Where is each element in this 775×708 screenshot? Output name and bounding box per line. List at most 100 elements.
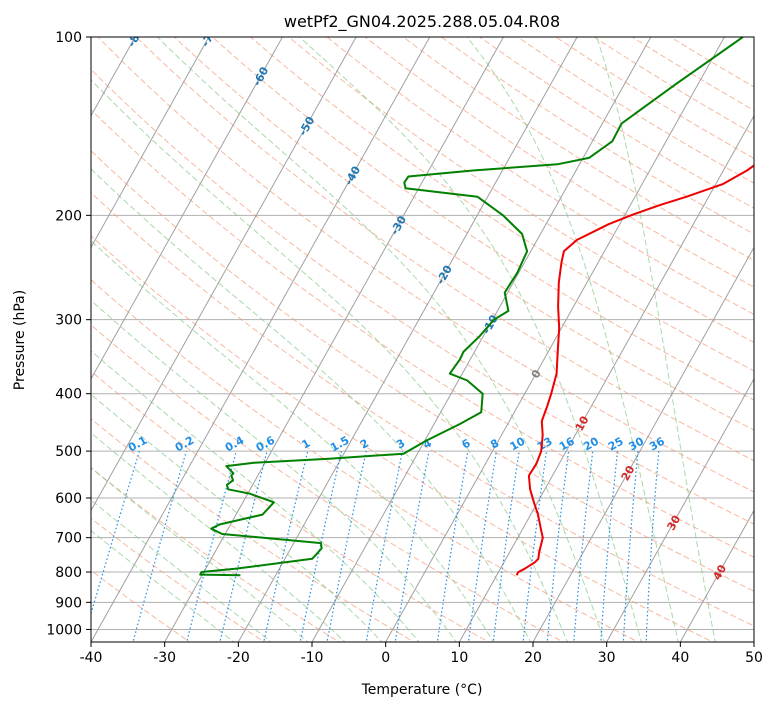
mixing-ratio-line [492, 451, 520, 642]
isotherm [91, 37, 431, 642]
isotherm [458, 114, 754, 642]
mixing-ratio-label: 6 [460, 436, 473, 451]
isotherm [679, 509, 754, 642]
moist-adiabat [91, 79, 569, 642]
dry-adiabat [555, 37, 754, 160]
dry-adiabat [91, 467, 341, 642]
mixing-ratio-line [394, 450, 430, 642]
isotherm-label: -40 [342, 164, 363, 188]
isotherm [753, 640, 754, 642]
x-tick-label: 30 [598, 650, 616, 666]
isotherm-label: 10 [573, 413, 592, 433]
y-tick-label: 400 [55, 387, 82, 403]
mixing-ratio-line [365, 450, 403, 642]
x-tick-label: 40 [671, 650, 689, 666]
dry-adiabat [91, 569, 191, 642]
dry-adiabat [517, 37, 754, 184]
dry-adiabat [212, 37, 754, 401]
x-axis-ticks: -40 -30 -20 -10 0 10 20 30 40 50 [80, 642, 763, 666]
y-tick-label: 600 [55, 491, 82, 507]
dry-adiabat [670, 37, 754, 88]
isotherm [91, 37, 357, 512]
dry-adiabat [91, 150, 754, 592]
isotherm [311, 37, 652, 642]
isotherm [532, 246, 754, 642]
dry-adiabat [91, 235, 714, 642]
moist-adiabat [91, 168, 531, 642]
y-tick-label: 800 [55, 565, 82, 581]
x-tick-label: 10 [450, 650, 468, 666]
dry-adiabat [91, 370, 490, 642]
dry-adiabat [593, 37, 754, 135]
plot-area: -100-90-80-70-60-50-40-30-20-10010203040… [0, 10, 754, 654]
isotherms [0, 10, 754, 654]
moist-adiabat [91, 432, 346, 642]
mixing-ratio-line [263, 450, 309, 642]
x-tick-label: -30 [153, 650, 176, 666]
dry-adiabat [250, 37, 754, 372]
dry-adiabat [91, 108, 754, 558]
y-tick-label: 900 [55, 595, 82, 611]
mixing-ratio-line [132, 450, 187, 642]
isotherm [237, 37, 578, 642]
dry-adiabat [91, 279, 640, 642]
moist-adiabat [596, 37, 716, 642]
x-tick-label: -20 [227, 650, 250, 666]
moist-adiabats [91, 37, 716, 642]
isotherm-label: 40 [710, 562, 729, 582]
y-tick-label: 300 [55, 313, 82, 329]
y-tick-label: 100 [55, 30, 82, 46]
moist-adiabat [466, 37, 679, 642]
isotherm-label: -100 [0, 22, 1, 53]
plot-frame [90, 36, 755, 643]
y-tick-label: 700 [55, 531, 82, 547]
chart-title: wetPf2_GN04.2025.288.05.04.R08 [284, 12, 560, 32]
isotherm-label: 30 [665, 513, 684, 533]
mixing-ratio-line [186, 450, 237, 642]
dry-adiabat [91, 517, 266, 642]
moist-adiabat [157, 37, 606, 642]
isotherm [91, 37, 284, 380]
moist-adiabat [91, 467, 309, 642]
x-tick-label: 0 [381, 650, 390, 666]
dry-adiabat [479, 37, 754, 209]
isotherm [0, 10, 3, 654]
y-axis-label: Pressure (hPa) [12, 290, 28, 390]
x-tick-label: 20 [524, 650, 542, 666]
moist-adiabat [91, 299, 457, 642]
mixing-ratio-label: 3 [394, 437, 407, 452]
profile-series [199, 37, 754, 577]
isotherm [91, 37, 210, 249]
mixing-ratio-lines [91, 450, 660, 642]
isotherm [164, 37, 505, 642]
x-axis-label: Temperature (°C) [361, 682, 483, 698]
dry-adiabat [91, 192, 754, 627]
y-tick-label: 500 [55, 444, 82, 460]
mixing-ratio-label: 2 [358, 437, 371, 452]
dry-adiabat [173, 37, 754, 431]
isotherm [606, 377, 754, 642]
y-tick-label: 200 [55, 208, 82, 224]
x-tick-label: -10 [301, 650, 324, 666]
isotherm-label: 0 [529, 367, 544, 380]
moist-adiabat [299, 37, 643, 642]
moist-adiabat [91, 240, 494, 642]
mixing-ratio-line [573, 451, 594, 642]
mixing-ratio-line [326, 450, 367, 642]
dry-adiabat [441, 37, 754, 235]
dry-adiabat [91, 68, 754, 525]
mixing-ratio-line [436, 450, 469, 642]
temperature-profile-line [515, 164, 754, 576]
mixing-ratio-label: 1 [299, 437, 312, 452]
dewpoint-profile-line [199, 37, 744, 577]
y-tick-label: 1000 [46, 622, 82, 638]
moist-adiabat [91, 393, 383, 642]
x-tick-label: 50 [745, 650, 763, 666]
moist-adiabat [91, 350, 420, 642]
y-axis-ticks: 100 200 300 400 500 600 700 800 900 1000 [46, 30, 91, 638]
isotherm-label: -30 [388, 213, 409, 237]
isotherm-label: -60 [250, 64, 271, 88]
mixing-ratio-line [299, 450, 343, 642]
dry-adiabat [91, 418, 415, 642]
